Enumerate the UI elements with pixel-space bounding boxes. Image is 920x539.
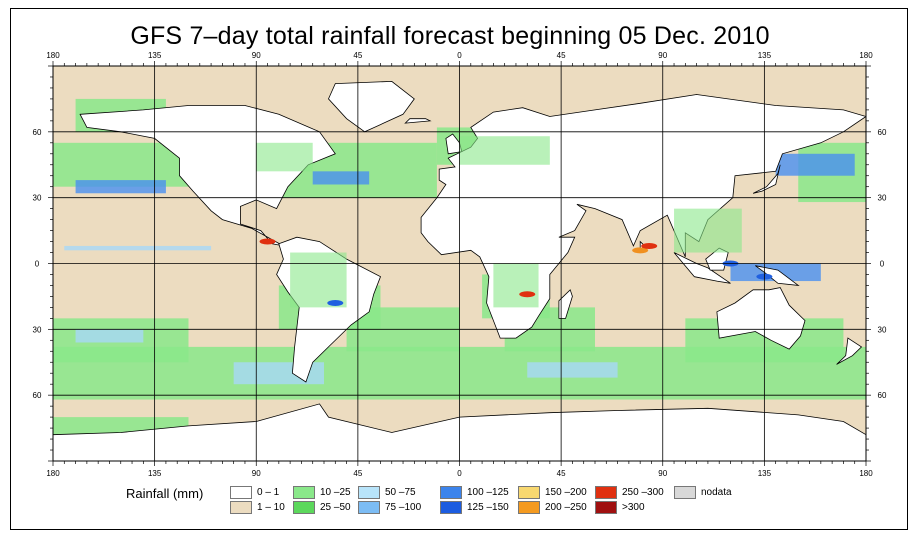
lon-label-top: 135 [148,51,162,60]
legend-item-label: 25 –50 [320,502,351,513]
lat-label-left: 60 [33,391,42,400]
lon-label-bottom: 45 [353,469,362,478]
lon-label-top: 45 [353,51,362,60]
lon-label-bottom: 0 [457,469,462,478]
legend-swatch [440,486,462,499]
land-north-america [79,105,336,247]
map-title: GFS 7–day total rainfall forecast beginn… [130,22,770,50]
legend-item-label: 50 –75 [385,487,416,498]
hotspot-6 [327,300,344,306]
lat-label-left: 30 [33,194,42,203]
rain-so-blue2 [527,362,618,378]
legend-swatch [518,486,540,499]
lon-label-top: 180 [46,51,60,60]
rain-np-blue [75,180,166,194]
lon-label-top: 0 [457,51,462,60]
lon-label-top: 90 [658,51,667,60]
lon-label-top: 90 [252,51,261,60]
lon-label-top: 180 [859,51,873,60]
lon-label-bottom: 135 [758,469,772,478]
lon-label-top: 45 [557,51,566,60]
land-new-zealand [836,337,863,365]
lon-label-bottom: 90 [252,469,261,478]
legend-item-label: 75 –100 [385,502,422,513]
hotspot-1 [519,291,536,298]
axis-ticks [48,61,871,466]
land-australia [716,287,806,350]
lon-label-top: 135 [758,51,772,60]
land-madagascar [558,289,573,319]
land-rain-e-canada [256,142,313,172]
legend-swatch [358,486,380,499]
land-iceland [404,118,432,124]
legend-swatch [440,501,462,514]
hotspot-2 [632,247,649,254]
lon-label-bottom: 180 [46,469,60,478]
hotspot-0 [259,238,276,245]
legend-item-label: nodata [701,487,732,498]
land-rain-amazon [290,252,347,308]
legend-item-label: 150 –200 [545,487,587,498]
legend-swatch [518,501,540,514]
lat-label-right: 60 [878,128,887,137]
lat-label-left: 60 [33,128,42,137]
legend-item-label: 100 –125 [467,487,509,498]
figure-frame [10,8,908,530]
legend-item-label: 0 – 1 [257,487,280,498]
legend-item-label: 125 –150 [467,502,509,513]
lat-label-right: 0 [880,260,885,269]
hotspot-3 [641,242,658,249]
legend-swatch [595,501,617,514]
land-new-guinea [755,265,800,286]
land-rain-se-asia [674,208,742,253]
legend-item-label: >300 [622,502,645,513]
lon-label-bottom: 45 [557,469,566,478]
rain-na-blue [312,171,370,185]
land-japan [752,164,781,194]
axis-labels: 180 135 90 45 0 45 90 135 180 180 135 90 45 0 45 90 135 1… [33,51,887,478]
lat-label-right: 60 [878,391,887,400]
legend-swatch [595,486,617,499]
lat-label-left: 30 [33,325,42,334]
legend-item-label: 10 –25 [320,487,351,498]
lon-label-bottom: 135 [148,469,162,478]
rain-np-track-west [53,142,189,187]
legend-item-label: 1 – 10 [257,502,285,513]
rain-itcz-blue [64,245,212,251]
land-rain-europe [459,136,550,165]
legend-item-label: 200 –250 [545,502,587,513]
lon-label-bottom: 180 [859,469,873,478]
land-greenland [328,80,415,133]
lat-label-right: 30 [878,194,887,203]
legend-item-label: 250 –300 [622,487,664,498]
legend-swatch [230,486,252,499]
legend-swatch [293,486,315,499]
legend-swatch [293,501,315,514]
grid-lines [53,66,866,461]
legend-title: Rainfall (mm) [126,486,204,501]
legend-swatch [230,501,252,514]
lon-label-bottom: 90 [658,469,667,478]
rain-spcz-blue [75,329,144,343]
legend-swatch [674,486,696,499]
rain-np-blue2 [775,153,855,176]
lat-label-right: 30 [878,325,887,334]
land-rain-congo [493,263,539,308]
lat-label-left: 0 [35,260,40,269]
legend-swatch [358,501,380,514]
